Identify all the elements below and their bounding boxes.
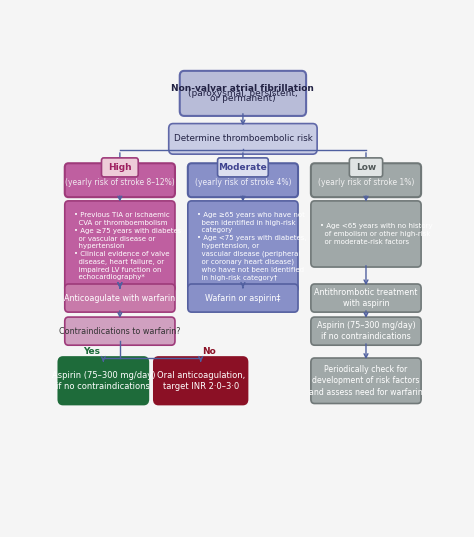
Text: Moderate: Moderate	[219, 163, 267, 172]
FancyBboxPatch shape	[188, 284, 298, 312]
Text: (yearly risk of stroke 4%): (yearly risk of stroke 4%)	[195, 178, 291, 187]
FancyBboxPatch shape	[65, 317, 175, 345]
Text: Oral anticoagulation,
target INR 2·0–3·0: Oral anticoagulation, target INR 2·0–3·0	[156, 371, 245, 391]
FancyBboxPatch shape	[58, 357, 148, 404]
FancyBboxPatch shape	[311, 317, 421, 345]
Text: • Previous TIA or ischaemic
  CVA or thromboembolism
• Age ≥75 years with diabet: • Previous TIA or ischaemic CVA or throm…	[74, 212, 182, 280]
Text: (yearly risk of stroke 1%): (yearly risk of stroke 1%)	[318, 178, 414, 187]
FancyBboxPatch shape	[188, 201, 298, 292]
FancyBboxPatch shape	[101, 158, 138, 177]
Text: • Age <65 years with no history
  of embolism or other high-risk
  or moderate-r: • Age <65 years with no history of embol…	[320, 223, 433, 245]
Text: Aspirin (75–300 mg/day)
if no contraindications: Aspirin (75–300 mg/day) if no contraindi…	[317, 321, 415, 342]
Text: Low: Low	[356, 163, 376, 172]
FancyBboxPatch shape	[65, 163, 175, 197]
FancyBboxPatch shape	[311, 358, 421, 403]
Text: Non-valvar atrial fibrillation: Non-valvar atrial fibrillation	[172, 84, 314, 93]
FancyBboxPatch shape	[188, 163, 298, 197]
FancyBboxPatch shape	[169, 124, 317, 154]
Text: • Age ≥65 years who have not
  been identified in high-risk
  category
• Age <75: • Age ≥65 years who have not been identi…	[197, 212, 307, 281]
Text: Antithrombotic treatment
with aspirin: Antithrombotic treatment with aspirin	[314, 288, 418, 308]
Text: No: No	[202, 347, 216, 356]
Text: or permanent): or permanent)	[210, 94, 276, 103]
Text: Contraindications to warfarin?: Contraindications to warfarin?	[59, 326, 181, 336]
Text: (paroxysmal, persistent,: (paroxysmal, persistent,	[188, 89, 298, 98]
Text: Aspirin (75–300 mg/day)
if no contraindications: Aspirin (75–300 mg/day) if no contraindi…	[52, 371, 155, 391]
Text: Periodically check for
development of risk factors
and assess need for warfarin: Periodically check for development of ri…	[309, 365, 423, 397]
FancyBboxPatch shape	[180, 71, 306, 116]
Text: Determine thromboembolic risk: Determine thromboembolic risk	[173, 134, 312, 143]
Text: Anticoagulate with warfarin: Anticoagulate with warfarin	[64, 294, 175, 302]
FancyBboxPatch shape	[311, 284, 421, 312]
Text: (yearly risk of stroke 8–12%): (yearly risk of stroke 8–12%)	[65, 178, 175, 187]
FancyBboxPatch shape	[218, 158, 268, 177]
FancyBboxPatch shape	[349, 158, 383, 177]
FancyBboxPatch shape	[311, 201, 421, 267]
FancyBboxPatch shape	[311, 163, 421, 197]
FancyBboxPatch shape	[65, 284, 175, 312]
Text: High: High	[108, 163, 132, 172]
FancyBboxPatch shape	[154, 357, 247, 404]
FancyBboxPatch shape	[65, 201, 175, 292]
Text: Yes: Yes	[83, 347, 100, 356]
Text: Wafarin or aspirin‡: Wafarin or aspirin‡	[205, 294, 281, 302]
